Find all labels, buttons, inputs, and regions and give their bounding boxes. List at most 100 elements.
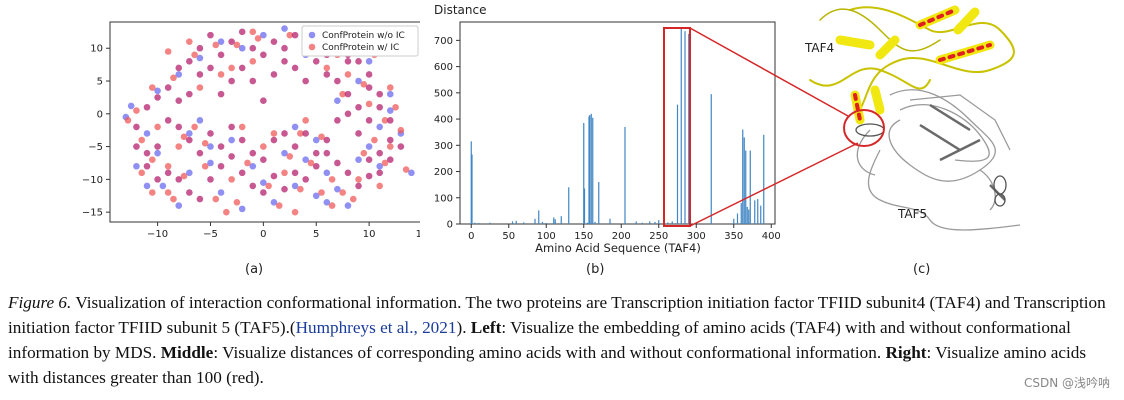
scatter-point [265, 182, 272, 190]
scatter-point [138, 169, 146, 177]
bar-y-tick-label: 600 [434, 62, 453, 73]
scatter-point [207, 176, 214, 183]
scatter-x-tick-label: −5 [203, 229, 218, 240]
bar-x-tick-label: 150 [574, 231, 593, 242]
scatter-point [318, 189, 325, 196]
distance-bar [588, 116, 590, 224]
distance-bar [743, 137, 745, 224]
bar-bars [470, 27, 765, 225]
distance-bar [658, 220, 660, 224]
scatter-point [164, 84, 172, 91]
scatter-legend-box [301, 25, 419, 57]
distance-bar [733, 218, 735, 224]
bar-y-tick-label: 200 [434, 167, 453, 178]
scatter-point [260, 51, 267, 59]
scatter-point [302, 130, 309, 137]
scatter-point [349, 195, 357, 203]
distance-bar [598, 182, 600, 224]
bar-y-tick-label: 300 [434, 141, 453, 152]
caption-right-text: : Visualize amino acids with distances g… [8, 343, 1087, 387]
scatter-point [408, 169, 415, 177]
zoom-line-top [689, 27, 849, 117]
distance-bar [471, 154, 473, 224]
caption-right-label: Right [885, 343, 927, 362]
zoom-box [663, 27, 691, 227]
caption-text-1: Visualization of interaction conformatio… [8, 293, 1106, 337]
scatter-point [143, 130, 151, 137]
scatter-point [318, 133, 325, 141]
scatter-legend-marker [308, 31, 316, 39]
scatter-point [154, 143, 161, 150]
scatter-point [154, 87, 161, 95]
scatter-point [196, 149, 204, 157]
scatter-point [260, 156, 267, 164]
caption-citation-link[interactable]: Humphreys et al., 2021 [295, 318, 457, 337]
distance-bar [649, 221, 651, 224]
scatter-point [238, 64, 246, 72]
scatter-point [365, 71, 373, 78]
scatter-x-tick-label: 15 [416, 229, 420, 240]
scatter-point [302, 176, 309, 183]
bar-x-tick-label: 0 [468, 231, 474, 242]
distance-bar [470, 141, 472, 224]
scatter-point [149, 189, 156, 196]
scatter-point [371, 136, 378, 144]
protein-structure-image: TAF4 TAF5 [804, 5, 1021, 231]
zoom-connector [663, 27, 859, 227]
distance-bar [742, 129, 744, 224]
scatter-point [175, 202, 183, 209]
scatter-point [355, 182, 362, 190]
caption-middle-text: : Visualize distances of corresponding a… [213, 343, 886, 362]
scatter-point [334, 185, 341, 193]
sublabel-b: (b) [586, 262, 605, 277]
scatter-y-tick-label: 0 [97, 109, 103, 120]
distance-bar [757, 199, 759, 224]
scatter-point [291, 143, 299, 150]
caption-text-2: ). [456, 318, 471, 337]
scatter-point [334, 97, 341, 104]
scatter-point [249, 58, 257, 65]
scatter-point [386, 84, 394, 91]
scatter-point [233, 199, 241, 206]
scatter-point [392, 103, 399, 111]
scatter-point [323, 149, 331, 157]
distance-bar [560, 216, 562, 224]
scatter-point [376, 103, 383, 111]
distance-bar [736, 213, 739, 224]
scatter-point [386, 156, 394, 164]
scatter-point [286, 31, 294, 39]
bar-y-tick-label: 700 [434, 36, 453, 47]
bar-y-tick-label: 100 [434, 193, 453, 204]
scatter-point [281, 185, 288, 193]
scatter-point [196, 54, 204, 62]
scatter-x-tick-label: 5 [313, 229, 319, 240]
scatter-point [260, 31, 267, 39]
scatter-point [154, 94, 161, 101]
scatter-point [170, 195, 177, 203]
distance-bar [583, 188, 586, 224]
scatter-point [344, 202, 352, 209]
scatter-points [122, 25, 415, 216]
scatter-point [355, 130, 362, 137]
taf5-ribbon [855, 89, 1021, 231]
scatter-point [228, 38, 235, 45]
scatter-point [196, 84, 204, 91]
scatter-point [386, 136, 394, 144]
taf4-ribbon [809, 5, 1015, 125]
caption-left-text: : Visualize the embedding of amino acids… [8, 318, 1071, 362]
scatter-point [260, 97, 267, 104]
scatter-point [186, 189, 193, 196]
scatter-legend-label: ConfProtein w/ IC [322, 43, 399, 53]
scatter-point [312, 149, 320, 157]
bar-y-tick-label: 400 [434, 115, 453, 126]
bar-x-tick-label: 400 [762, 231, 780, 242]
scatter-point [270, 38, 278, 45]
distance-bar [586, 222, 589, 224]
scatter-point [238, 28, 246, 36]
distance-bar [746, 206, 748, 224]
scatter-point [164, 189, 172, 196]
bar-ticks: 0 50 100 150 200 250 300 350 400 0 100 200 300 400 500… [434, 36, 780, 242]
scatter-point [180, 172, 188, 180]
scatter-point [149, 84, 156, 91]
scatter-point [297, 130, 304, 137]
